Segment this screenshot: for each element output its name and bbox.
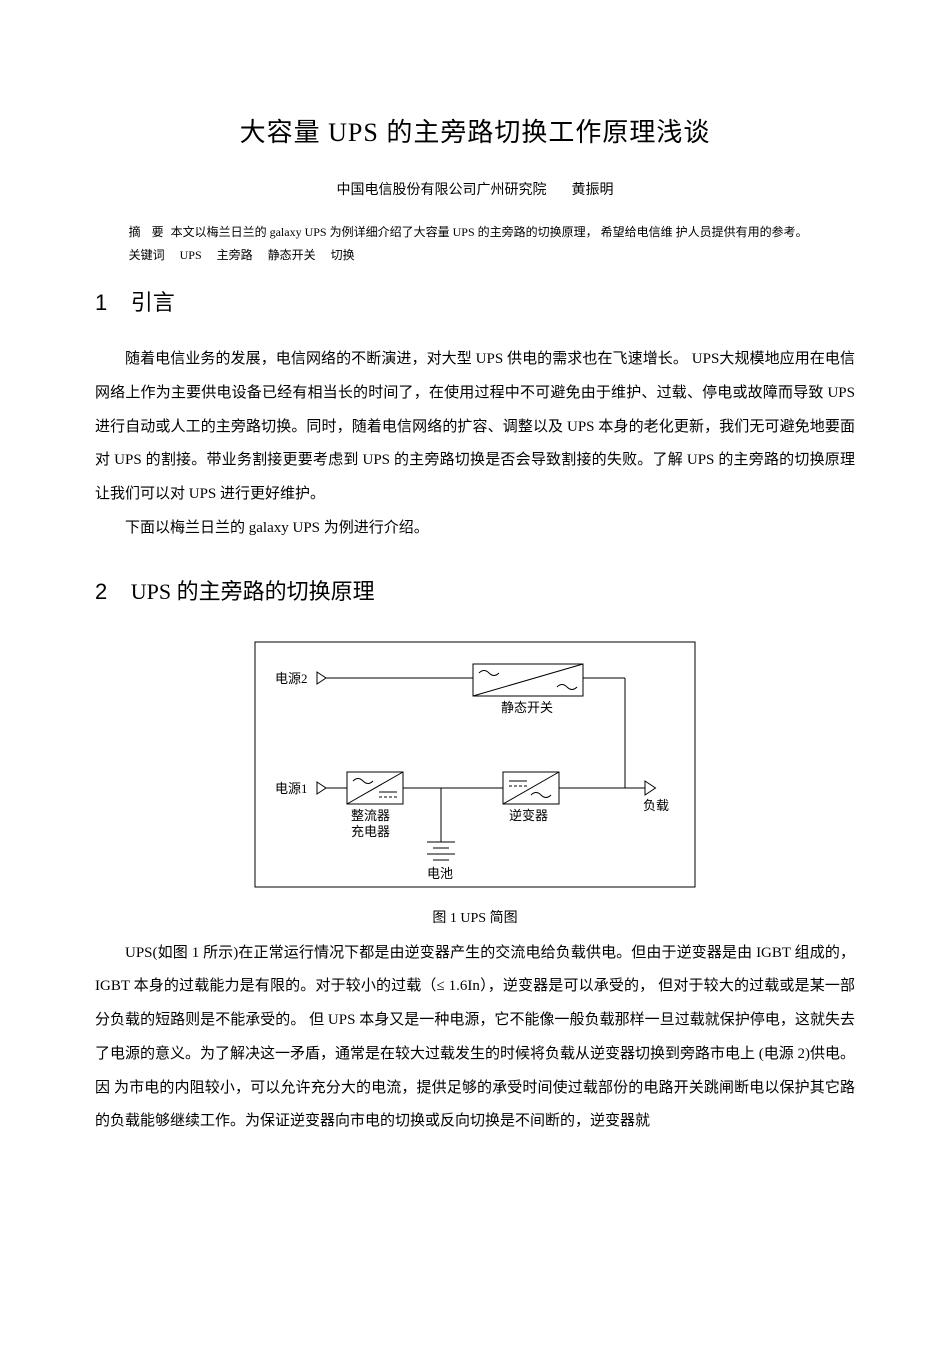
svg-text:电源2: 电源2 bbox=[275, 671, 308, 686]
svg-text:电池: 电池 bbox=[427, 866, 453, 881]
section-2-heading: 2 UPS 的主旁路的切换原理 bbox=[95, 574, 855, 606]
svg-text:充电器: 充电器 bbox=[351, 824, 390, 839]
abstract-label: 摘 要 bbox=[129, 225, 168, 239]
document-title: 大容量 UPS 的主旁路切换工作原理浅谈 bbox=[95, 112, 855, 149]
byline-author: 黄振明 bbox=[572, 183, 614, 198]
keywords-label: 关键词 bbox=[129, 248, 165, 262]
section-number: 1 bbox=[95, 290, 107, 315]
section-title: UPS 的主旁路的切换原理 bbox=[131, 579, 375, 604]
section-title: 引言 bbox=[131, 290, 175, 315]
figure-1-caption: 图 1 UPS 简图 bbox=[95, 907, 855, 927]
ups-diagram-svg: 电源2 静态开关电源1 负载整流器充电器 逆变器电池 bbox=[245, 632, 705, 897]
byline: 中国电信股份有限公司广州研究院 黄振明 bbox=[95, 179, 855, 199]
svg-text:整流器: 整流器 bbox=[351, 808, 390, 823]
section-1-heading: 1 引言 bbox=[95, 285, 855, 317]
keyword: UPS bbox=[180, 248, 202, 262]
keyword: 主旁路 bbox=[217, 248, 253, 262]
figure-1: 电源2 静态开关电源1 负载整流器充电器 逆变器电池 bbox=[95, 632, 855, 897]
byline-org: 中国电信股份有限公司广州研究院 bbox=[337, 183, 547, 198]
abstract-block: 摘 要 本文以梅兰日兰的 galaxy UPS 为例详细介绍了大容量 UPS 的… bbox=[95, 221, 855, 267]
keyword: 切换 bbox=[331, 248, 355, 262]
svg-text:逆变器: 逆变器 bbox=[509, 808, 548, 823]
document-page: 大容量 UPS 的主旁路切换工作原理浅谈 中国电信股份有限公司广州研究院 黄振明… bbox=[0, 0, 950, 1199]
svg-text:电源1: 电源1 bbox=[275, 781, 308, 796]
keyword: 静态开关 bbox=[268, 248, 316, 262]
svg-text:负载: 负载 bbox=[643, 798, 669, 813]
abstract-text: 本文以梅兰日兰的 galaxy UPS 为例详细介绍了大容量 UPS 的主旁路的… bbox=[171, 225, 808, 239]
section-2-paragraph: UPS(如图 1 所示)在正常运行情况下都是由逆变器产生的交流电给负载供电。但由… bbox=[95, 937, 855, 1140]
section-1-paragraph: 下面以梅兰日兰的 galaxy UPS 为例进行介绍。 bbox=[95, 512, 855, 546]
section-1-paragraph: 随着电信业务的发展，电信网络的不断演进，对大型 UPS 供电的需求也在飞速增长。… bbox=[95, 343, 855, 512]
svg-text:静态开关: 静态开关 bbox=[501, 700, 553, 715]
section-number: 2 bbox=[95, 579, 107, 604]
